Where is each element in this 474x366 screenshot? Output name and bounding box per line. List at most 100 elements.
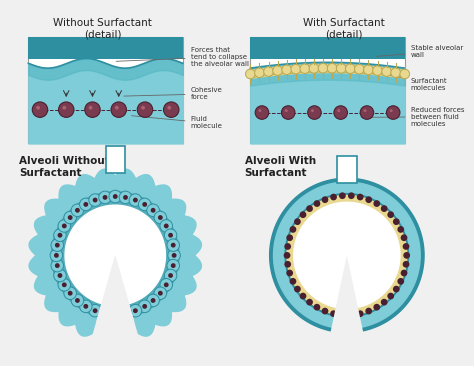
Circle shape [164, 283, 169, 287]
Circle shape [141, 106, 145, 110]
Circle shape [58, 279, 71, 291]
Circle shape [284, 261, 291, 268]
Circle shape [119, 191, 132, 203]
Circle shape [111, 102, 127, 117]
Circle shape [80, 198, 92, 211]
Circle shape [36, 106, 40, 110]
Circle shape [103, 311, 108, 316]
FancyBboxPatch shape [106, 146, 125, 173]
Circle shape [322, 308, 328, 314]
Circle shape [330, 194, 337, 201]
Circle shape [300, 64, 310, 74]
Circle shape [58, 102, 74, 117]
Circle shape [337, 64, 346, 73]
Circle shape [339, 312, 346, 318]
Circle shape [300, 293, 306, 299]
Circle shape [62, 283, 67, 287]
Circle shape [58, 220, 71, 232]
Circle shape [151, 208, 155, 213]
Circle shape [381, 299, 388, 306]
Polygon shape [52, 192, 179, 319]
Circle shape [109, 308, 121, 321]
Circle shape [346, 64, 355, 74]
Circle shape [63, 106, 66, 110]
Circle shape [129, 194, 142, 206]
Circle shape [348, 193, 355, 199]
Polygon shape [287, 195, 407, 315]
Circle shape [51, 239, 64, 251]
Circle shape [32, 102, 48, 117]
Circle shape [154, 211, 167, 224]
Circle shape [85, 102, 100, 117]
Circle shape [246, 69, 255, 79]
Circle shape [283, 252, 291, 259]
Circle shape [327, 63, 337, 73]
Circle shape [282, 106, 295, 119]
Circle shape [54, 253, 59, 258]
Circle shape [147, 294, 159, 307]
Polygon shape [46, 186, 185, 325]
Circle shape [365, 196, 372, 203]
Circle shape [171, 243, 176, 247]
Circle shape [365, 308, 372, 314]
Circle shape [57, 273, 63, 278]
Circle shape [357, 310, 364, 317]
Text: With Surfactant
(detail): With Surfactant (detail) [303, 18, 385, 40]
Circle shape [172, 253, 176, 258]
Circle shape [373, 66, 383, 75]
Circle shape [306, 299, 313, 306]
Circle shape [89, 194, 101, 206]
Circle shape [264, 67, 273, 76]
Circle shape [374, 304, 380, 311]
Circle shape [138, 198, 151, 211]
Circle shape [364, 109, 366, 112]
Circle shape [93, 308, 98, 313]
Circle shape [75, 298, 80, 303]
Text: Fluid
molecule: Fluid molecule [131, 116, 222, 130]
Circle shape [55, 263, 60, 268]
Circle shape [386, 106, 400, 119]
Circle shape [109, 190, 121, 203]
Circle shape [314, 304, 320, 311]
Text: Surfactant
molecules: Surfactant molecules [369, 70, 447, 91]
Circle shape [355, 64, 364, 74]
Wedge shape [96, 255, 135, 325]
Circle shape [64, 211, 76, 224]
Circle shape [397, 278, 404, 285]
Text: Alveoli Without
Surfactant: Alveoli Without Surfactant [19, 156, 109, 178]
Circle shape [55, 243, 60, 247]
Circle shape [64, 287, 76, 299]
Circle shape [123, 195, 128, 200]
Circle shape [142, 202, 147, 207]
Circle shape [103, 195, 108, 200]
Circle shape [374, 200, 380, 207]
Text: Cohesive
force: Cohesive force [124, 87, 222, 100]
Circle shape [382, 67, 392, 76]
Circle shape [89, 305, 101, 317]
Circle shape [80, 300, 92, 313]
Circle shape [133, 308, 138, 313]
Circle shape [164, 269, 177, 282]
Circle shape [168, 249, 181, 262]
Circle shape [158, 215, 163, 220]
Circle shape [273, 66, 283, 75]
Circle shape [164, 229, 177, 242]
Text: Alveoli With
Surfactant: Alveoli With Surfactant [245, 156, 316, 178]
Circle shape [285, 109, 288, 112]
Circle shape [99, 307, 111, 320]
Circle shape [286, 270, 293, 276]
Polygon shape [270, 178, 424, 333]
Circle shape [113, 194, 118, 199]
Circle shape [50, 249, 63, 262]
Circle shape [391, 68, 401, 78]
Text: Stable alveolar
wall: Stable alveolar wall [377, 45, 463, 58]
Circle shape [357, 194, 364, 201]
Wedge shape [330, 255, 364, 336]
Circle shape [290, 278, 296, 285]
Circle shape [71, 294, 84, 307]
Circle shape [339, 193, 346, 199]
Circle shape [318, 63, 328, 73]
Polygon shape [294, 202, 400, 309]
Circle shape [119, 307, 132, 320]
Wedge shape [91, 255, 140, 345]
